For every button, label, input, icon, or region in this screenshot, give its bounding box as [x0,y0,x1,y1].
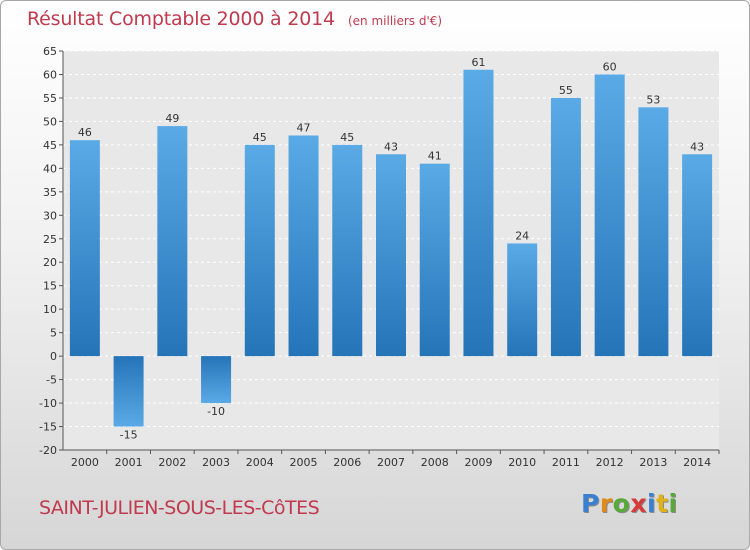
x-tick-label: 2005 [290,456,318,469]
x-tick-label: 2000 [71,456,99,469]
bar-2007 [376,154,406,357]
y-tick-label: -20 [39,444,57,457]
data-label: 24 [515,229,529,242]
logo-letter: P [581,489,600,518]
x-tick-label: 2004 [246,456,274,469]
data-label: 55 [559,84,573,97]
bar-2014 [682,154,713,357]
y-tick-label: 15 [43,280,57,293]
bar-2003 [201,356,232,404]
bar-2013 [638,107,669,357]
bar-2002 [157,126,188,357]
bar-2012 [594,74,625,357]
x-tick-label: 2011 [552,456,580,469]
data-label: 49 [165,112,179,125]
y-tick-label: 10 [43,303,57,316]
bars [69,69,713,427]
data-label: 43 [690,140,704,153]
y-tick-label: 60 [43,68,57,81]
data-label: 45 [253,131,267,144]
chart-title: Résultat Comptable 2000 à 2014 [27,8,335,30]
x-tick-label: 2009 [464,456,492,469]
x-tick-label: 2008 [421,456,449,469]
data-label: 43 [384,140,398,153]
data-label: 47 [297,121,311,134]
y-tick-label: 0 [50,350,57,363]
y-tick-label: 55 [43,92,57,105]
y-tick-label: 5 [50,327,57,340]
logo-letter: t [656,489,669,518]
x-tick-label: 2014 [683,456,711,469]
y-tick-label: 35 [43,186,57,199]
x-tick-label: 2003 [202,456,230,469]
y-tick-label: 50 [43,115,57,128]
x-tick-label: 2010 [508,456,536,469]
data-label: 61 [471,56,485,69]
bar-2001 [113,356,144,427]
data-label: 60 [603,60,617,73]
x-tick-label: 2002 [158,456,186,469]
bar-2011 [550,97,581,357]
y-tick-label: 25 [43,233,57,246]
y-tick-label: -5 [46,374,57,387]
data-label: -10 [207,405,225,418]
commune-name: SAINT-JULIEN-SOUS-LES-CôTES [39,497,320,519]
logo-letter: o [612,489,631,518]
x-tick-label: 2012 [596,456,624,469]
y-tick-label: 30 [43,209,57,222]
bar-2004 [244,144,275,357]
data-label: 46 [78,126,92,139]
data-label: 41 [428,150,442,163]
y-tick-label: 45 [43,139,57,152]
x-tick-label: 2001 [115,456,143,469]
y-tick-label: 65 [43,45,57,58]
y-tick-label: 40 [43,162,57,175]
x-tick-label: 2007 [377,456,405,469]
bar-2000 [69,140,100,357]
y-tick-label: 20 [43,256,57,269]
logo-letter: i [668,489,678,518]
axes: 65605550454035302520151050-5-10-15-20200… [39,45,720,469]
bar-2008 [419,163,450,357]
logo-letter: x [630,489,647,518]
bar-2006 [332,144,363,357]
chart-subtitle: (en milliers d'€) [347,14,443,28]
proxiti-logo: Proxiti [581,489,678,518]
data-label: 45 [340,131,354,144]
bar-2010 [507,243,538,357]
data-labels: 46 -15 49 -10 45 47 45 43 41 61 24 55 60 53 43 [78,56,704,442]
x-tick-label: 2013 [639,456,667,469]
y-tick-label: -10 [39,397,57,410]
y-tick-label: -15 [39,421,57,434]
data-label: 53 [646,93,660,106]
bar-2009 [463,69,494,357]
data-label: -15 [120,429,138,442]
title-row: Résultat Comptable 2000 à 2014 (en milli… [27,8,442,30]
logo-letter: i [647,489,657,518]
bar-2005 [288,135,319,357]
logo-letter: r [599,489,613,518]
x-tick-label: 2006 [333,456,361,469]
